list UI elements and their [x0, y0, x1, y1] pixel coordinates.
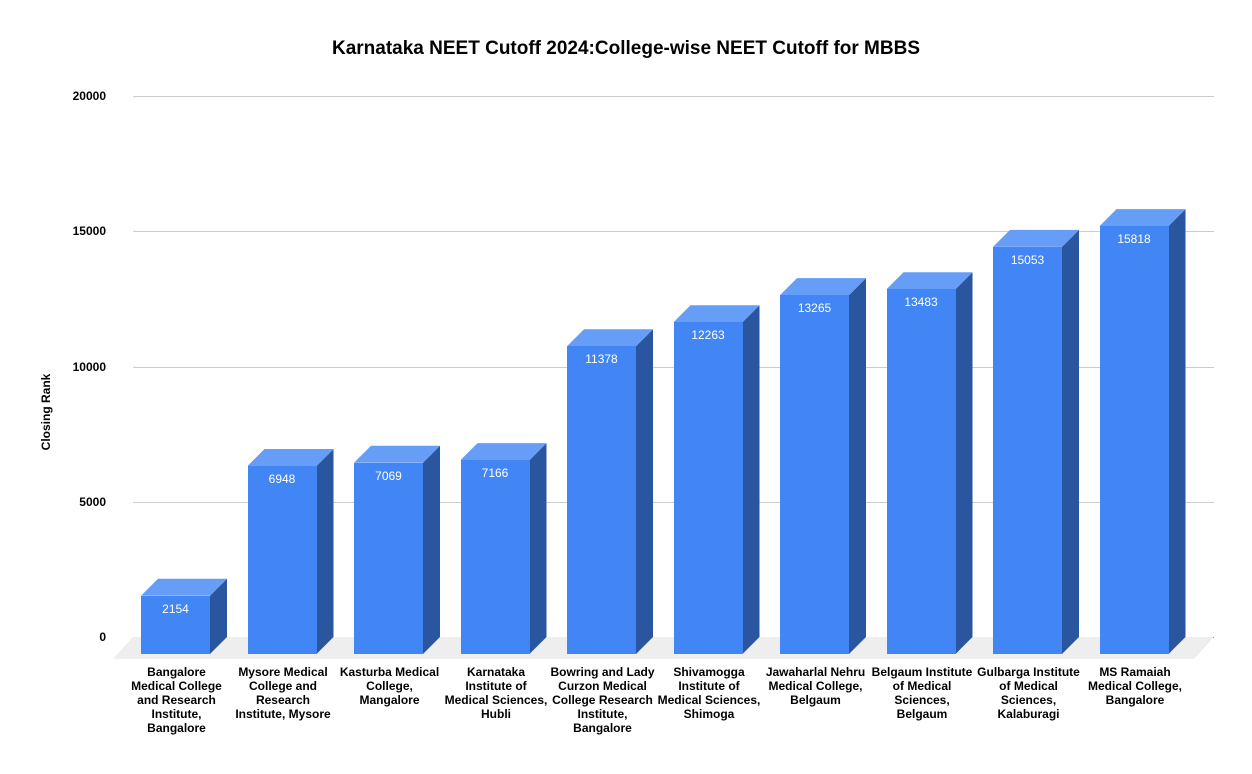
bar-top-face [993, 229, 1079, 247]
x-tick-label: Gulbarga Institute of Medical Sciences, … [977, 665, 1080, 721]
data-label: 7069 [375, 468, 402, 483]
y-tick-label: 0 [99, 630, 106, 644]
gridline [133, 231, 1214, 233]
bar[interactable]: 15053 [993, 246, 1062, 654]
bar-side-face [1062, 229, 1079, 654]
bar-top-face [247, 449, 334, 467]
bar[interactable]: 12263 [673, 322, 743, 654]
x-tick-label: Karnataka Institute of Medical Sciences,… [444, 665, 548, 721]
bar-top-face [780, 278, 866, 296]
bar-top-face [141, 578, 227, 596]
bar-side-face [955, 272, 973, 654]
bar[interactable]: 13483 [886, 289, 956, 654]
data-label: 15818 [1117, 232, 1151, 247]
y-tick-label: 5000 [79, 494, 106, 509]
data-label: 15053 [1010, 252, 1045, 267]
bar-top-face [673, 305, 760, 323]
bar-side-face [210, 578, 227, 654]
x-tick-label: Bowring and Lady Curzon Medical College … [550, 665, 655, 735]
x-tick-label: Jawaharlal Nehru Medical College, Belgau… [765, 665, 866, 707]
bar-side-face [636, 329, 653, 654]
bar[interactable]: 15818 [1099, 226, 1169, 654]
bar-top-face [354, 445, 440, 463]
x-tick-label: Shivamogga Institute of Medical Sciences… [657, 665, 761, 721]
bar-side-face [316, 449, 334, 654]
bar-top-face [886, 272, 973, 290]
x-tick-label: Bangalore Medical College and Research I… [131, 665, 222, 735]
bar[interactable]: 7166 [460, 460, 530, 654]
x-tick-label: Mysore Medical College and Research Inst… [235, 665, 331, 721]
bar[interactable]: 13265 [780, 295, 849, 654]
bar-side-face [423, 445, 440, 654]
bar-side-face [1168, 209, 1186, 654]
bar-side-face [742, 305, 760, 654]
data-label: 6948 [268, 472, 296, 487]
bar[interactable]: 7069 [354, 462, 423, 654]
y-tick-label: 15000 [72, 224, 106, 239]
data-label: 13265 [797, 301, 832, 316]
data-label: 11378 [585, 352, 618, 367]
bar[interactable]: 2154 [141, 595, 210, 654]
data-label: 7166 [481, 466, 509, 481]
bar[interactable]: 11378 [567, 346, 636, 654]
data-label: 12263 [691, 328, 725, 343]
bar-side-face [849, 278, 866, 654]
x-tick-label: Kasturba Medical College, Mangalore [339, 665, 440, 707]
gridline [133, 96, 1214, 97]
x-tick-label: MS Ramaiah Medical College, Bangalore [1087, 665, 1183, 707]
bar-top-face [567, 329, 653, 347]
bar[interactable]: 6948 [247, 466, 317, 654]
bar-top-face [1099, 209, 1186, 227]
y-tick-label: 10000 [72, 359, 106, 374]
data-label: 13483 [904, 295, 938, 310]
y-tick-label: 20000 [72, 89, 106, 103]
bar-side-face [529, 443, 547, 654]
bar-top-face [460, 443, 547, 461]
data-label: 2154 [162, 601, 189, 616]
chart-title: Karnataka NEET Cutoff 2024:College-wise … [331, 38, 921, 59]
x-tick-label: Belgaum Institute of Medical Sciences, B… [871, 665, 973, 721]
